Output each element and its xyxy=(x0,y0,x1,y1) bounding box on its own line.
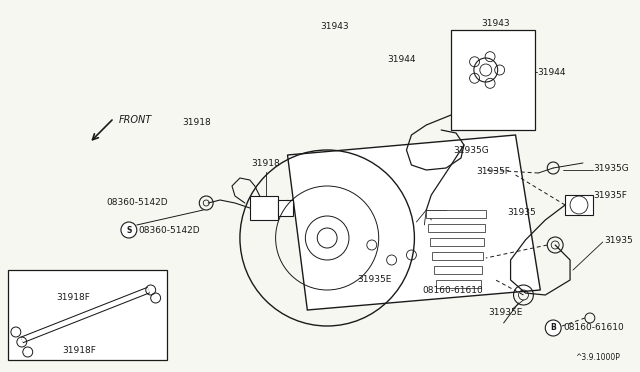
Text: 31918: 31918 xyxy=(182,118,211,127)
Text: B: B xyxy=(550,324,556,333)
Bar xyxy=(426,210,486,218)
Text: 08160-61610: 08160-61610 xyxy=(422,286,483,295)
Text: 31918F: 31918F xyxy=(56,293,90,302)
Text: 31935: 31935 xyxy=(508,208,536,217)
Bar xyxy=(451,30,535,130)
Text: 31918: 31918 xyxy=(252,159,280,168)
Text: 31935G: 31935G xyxy=(454,146,490,155)
Text: 31944: 31944 xyxy=(387,55,415,64)
Bar xyxy=(432,252,483,260)
Text: 31943: 31943 xyxy=(321,22,349,31)
Bar xyxy=(565,195,593,215)
Text: 31918F: 31918F xyxy=(62,346,96,355)
Text: S: S xyxy=(126,225,132,234)
Bar xyxy=(436,280,481,288)
Bar xyxy=(250,196,278,220)
Bar xyxy=(428,224,484,232)
Text: 08360-5142D: 08360-5142D xyxy=(106,198,168,207)
Text: 31935F: 31935F xyxy=(476,167,509,176)
Text: 31935E: 31935E xyxy=(357,275,392,284)
Text: 08360-5142D: 08360-5142D xyxy=(139,225,200,234)
Bar xyxy=(278,200,294,216)
Text: 31935F: 31935F xyxy=(593,190,627,199)
Bar xyxy=(430,238,484,246)
Text: 08160-61610: 08160-61610 xyxy=(563,324,624,333)
Text: ^3.9.1000P: ^3.9.1000P xyxy=(575,353,620,362)
Text: FRONT: FRONT xyxy=(119,115,152,125)
Polygon shape xyxy=(287,135,540,310)
Text: 31935E: 31935E xyxy=(488,308,523,317)
Text: 31944: 31944 xyxy=(538,67,566,77)
Text: 31943: 31943 xyxy=(481,19,510,28)
Circle shape xyxy=(121,222,137,238)
Text: 31935G: 31935G xyxy=(593,164,628,173)
Bar xyxy=(434,266,482,274)
Circle shape xyxy=(545,320,561,336)
Bar xyxy=(8,270,166,360)
Text: 31935: 31935 xyxy=(605,235,634,244)
